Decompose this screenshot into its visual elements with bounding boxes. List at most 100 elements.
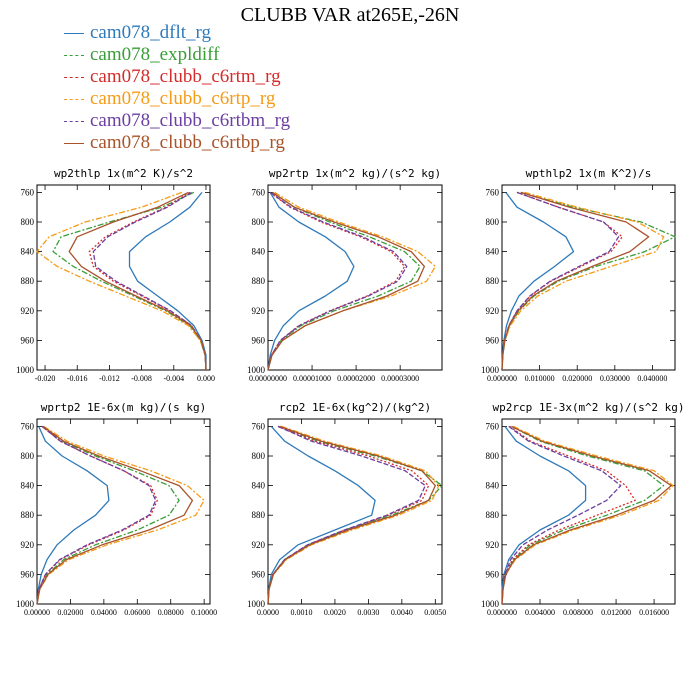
plot-frame (267, 184, 443, 371)
y-tick-label: 840 (252, 481, 266, 491)
x-tick-label: 0.0030 (357, 608, 379, 617)
series-line (267, 191, 406, 371)
x-tick-label: 0.0020 (324, 608, 346, 617)
x-tick-label: 0.000000 (487, 374, 517, 383)
y-tick-label: 840 (486, 247, 500, 257)
legend-swatch (64, 99, 84, 100)
series-line (267, 425, 376, 605)
plot-frame (501, 418, 676, 605)
y-tick-label: 760 (21, 421, 35, 431)
y-tick-label: 800 (21, 451, 35, 461)
x-tick-label: 0.016000 (639, 608, 669, 617)
series-line (52, 191, 207, 371)
series-line (501, 191, 676, 371)
series-line (267, 191, 421, 371)
x-tick-label: 0.00001000 (293, 374, 331, 383)
series-line (36, 425, 158, 605)
legend-label: cam078_expldiff (90, 44, 220, 65)
x-tick-label: 0.0040 (391, 608, 413, 617)
legend-label: cam078_clubb_c6rtp_rg (90, 88, 276, 109)
chart-panel: wpthlp2 1x(m K^2)/s 760 800 840 880 920 960 100… (481, 167, 676, 383)
y-tick-label: 840 (21, 247, 35, 257)
x-tick-label: 0.012000 (601, 608, 631, 617)
x-tick-label: -0.004 (163, 374, 184, 383)
series-line (501, 191, 623, 371)
series-line (501, 425, 672, 605)
series-line (36, 425, 205, 605)
x-tick-label: 0.000 (197, 374, 215, 383)
legend-swatch (64, 55, 84, 56)
x-tick-label: 0.008000 (563, 608, 593, 617)
y-tick-label: 1000 (481, 365, 500, 375)
x-tick-label: 0.00000000 (249, 374, 287, 383)
y-tick-label: 960 (21, 335, 35, 345)
x-tick-label: -0.020 (35, 374, 56, 383)
x-tick-label: 0.020000 (562, 374, 592, 383)
y-tick-label: 800 (486, 451, 500, 461)
x-tick-label: 0.0050 (424, 608, 446, 617)
y-tick-label: 880 (252, 276, 266, 286)
y-tick-label: 880 (21, 276, 35, 286)
legend-swatch (64, 33, 84, 34)
panel-title: wp2rcp 1E-3x(m^2 kg)/(s^2 kg) (492, 401, 684, 414)
y-tick-label: 880 (486, 510, 500, 520)
y-tick-label: 800 (252, 217, 266, 227)
y-tick-label: 880 (252, 510, 266, 520)
series-line (267, 191, 426, 371)
x-tick-label: 0.040000 (637, 374, 667, 383)
series-line (68, 191, 207, 371)
series-line (501, 192, 575, 371)
x-tick-label: 0.0010 (290, 608, 312, 617)
legend-label: cam078_dflt_rg (90, 22, 212, 43)
y-tick-label: 1000 (481, 599, 500, 609)
x-tick-label: 0.000000 (487, 608, 517, 617)
y-tick-label: 1000 (247, 599, 266, 609)
plot-frame (36, 184, 211, 371)
y-tick-label: 960 (486, 569, 500, 579)
x-tick-label: 0.00003000 (381, 374, 419, 383)
x-tick-label: 0.10000 (191, 608, 217, 617)
plot-frame (36, 418, 211, 605)
panel-title: wp2rtp 1x(m^2 kg)/(s^2 kg) (269, 167, 441, 180)
y-tick-label: 840 (486, 481, 500, 491)
series-line (36, 191, 207, 371)
figure-title: CLUBB VAR at265E,-26N (240, 4, 460, 26)
series-line (267, 425, 426, 605)
legend-label: cam078_clubb_c6rtbp_rg (90, 132, 285, 153)
chart-panel: wp2rcp 1E-3x(m^2 kg)/(s^2 kg) 760 800 840 88… (481, 401, 685, 617)
y-tick-label: 800 (486, 217, 500, 227)
y-tick-label: 840 (252, 247, 266, 257)
legend-swatch (64, 143, 84, 144)
series-line (501, 426, 587, 604)
legend-label: cam078_clubb_c6rtm_rg (90, 66, 281, 87)
chart-panel: wp2thlp 1x(m^2 K)/s^2 760 800 840 880 920 960 1… (16, 167, 215, 383)
x-tick-label: 0.00002000 (337, 374, 375, 383)
x-tick-label: 0.04000 (91, 608, 117, 617)
x-tick-label: 0.00000 (24, 608, 50, 617)
chart-panel: wprtp2 1E-6x(m kg)/(s kg) 760 800 840 880 920… (16, 401, 217, 617)
panel-title: rcp2 1E-6x(kg^2)/(kg^2) (279, 401, 431, 414)
y-tick-label: 760 (21, 187, 35, 197)
series-line (128, 191, 207, 370)
panel-title: wprtp2 1E-6x(m kg)/(s kg) (41, 401, 207, 414)
legend-label: cam078_clubb_c6rtbm_rg (90, 110, 291, 131)
series-line (36, 426, 110, 605)
series-line (501, 191, 665, 371)
y-tick-label: 920 (21, 306, 35, 316)
y-tick-label: 960 (252, 569, 266, 579)
y-tick-label: 1000 (16, 365, 35, 375)
panel-title: wpthlp2 1x(m K^2)/s (526, 167, 652, 180)
x-tick-label: 0.08000 (158, 608, 184, 617)
series-line (501, 425, 636, 605)
chart-panel: wp2rtp 1x(m^2 kg)/(s^2 kg)760 800 840 880 92… (247, 167, 443, 383)
series-line (267, 425, 443, 605)
x-tick-label: 0.030000 (600, 374, 630, 383)
series-line (36, 425, 194, 605)
series-line (92, 191, 207, 371)
series-line (267, 425, 430, 605)
y-tick-label: 760 (252, 187, 266, 197)
y-tick-label: 880 (21, 510, 35, 520)
y-tick-label: 960 (21, 569, 35, 579)
legend-swatch (64, 77, 84, 78)
